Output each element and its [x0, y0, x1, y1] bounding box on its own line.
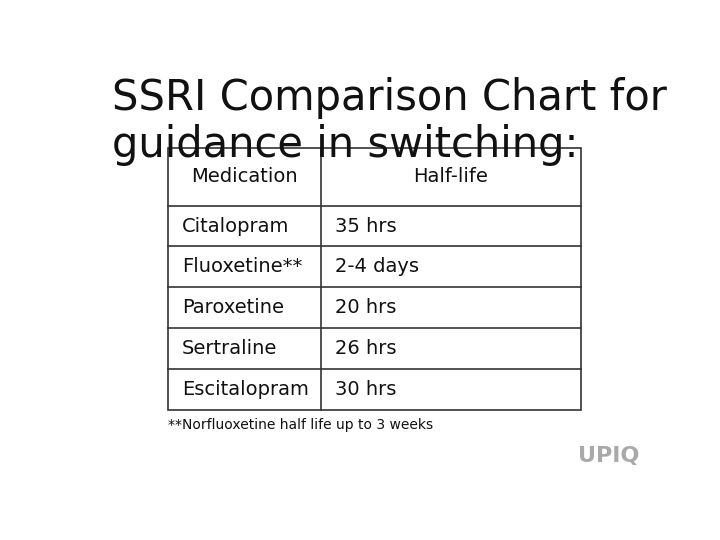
Text: Medication: Medication — [192, 167, 298, 186]
Text: 26 hrs: 26 hrs — [335, 339, 396, 358]
Bar — [168, 206, 581, 246]
Text: 2-4 days: 2-4 days — [335, 258, 419, 276]
Text: SSRI Comparison Chart for
guidance in switching:: SSRI Comparison Chart for guidance in sw… — [112, 77, 667, 166]
Bar — [168, 246, 581, 287]
Bar — [168, 287, 581, 328]
Text: Paroxetine: Paroxetine — [182, 298, 284, 318]
Bar — [168, 328, 581, 369]
Text: Citalopram: Citalopram — [182, 217, 289, 235]
Bar — [168, 369, 581, 410]
Text: Fluoxetine**: Fluoxetine** — [182, 258, 302, 276]
Text: 30 hrs: 30 hrs — [335, 380, 396, 399]
Bar — [168, 148, 581, 206]
Text: Half-life: Half-life — [413, 167, 488, 186]
Text: UPIQ: UPIQ — [578, 446, 639, 465]
Text: Escitalopram: Escitalopram — [182, 380, 309, 399]
Bar — [168, 148, 581, 410]
Text: Sertraline: Sertraline — [182, 339, 277, 358]
Text: 20 hrs: 20 hrs — [335, 298, 396, 318]
Text: 35 hrs: 35 hrs — [335, 217, 397, 235]
Text: **Norfluoxetine half life up to 3 weeks: **Norfluoxetine half life up to 3 weeks — [168, 418, 433, 432]
